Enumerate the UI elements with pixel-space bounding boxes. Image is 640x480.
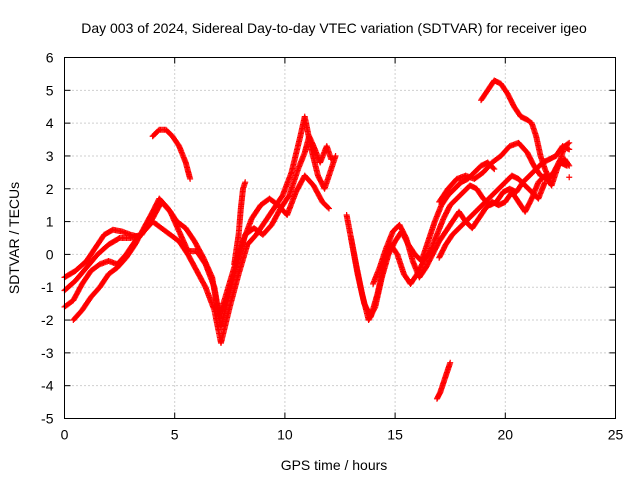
grid [64,57,616,419]
data-point [541,179,548,186]
x-tick-label: 20 [498,427,514,443]
data-point [491,166,498,173]
data-point [242,179,249,186]
series-track-d [70,172,332,324]
y-tick-label: -1 [41,279,54,295]
data-point [566,174,573,181]
x-tick-label: 10 [277,427,293,443]
series-track-k [436,172,548,261]
x-tick-label: 25 [608,427,624,443]
data-point [564,162,571,169]
series-track-j [436,139,573,205]
y-tick-label: 1 [46,214,54,230]
data-point [565,140,572,147]
data-marks [61,77,573,402]
y-tick-label: -2 [41,312,54,328]
plot-frame [64,57,616,419]
data-point [187,175,194,182]
series-track-g [343,159,498,324]
x-ticks: 0 5 10 15 20 25 [61,57,624,443]
y-tick-label: -3 [41,345,54,361]
chart-title: Day 003 of 2024, Sidereal Day-to-day VTE… [81,20,587,36]
y-tick-label: 0 [46,246,54,262]
data-point [566,146,573,153]
y-tick-label: 4 [46,115,54,131]
series-track-m [433,359,454,402]
data-point [325,204,332,211]
series-track-f [149,126,194,182]
x-axis-label: GPS time / hours [281,457,388,473]
y-tick-label: -5 [41,411,54,427]
data-point [566,139,573,146]
y-ticks: -5 -4 -3 -2 -1 0 1 2 3 4 5 6 [41,50,616,427]
series-track-l [478,77,571,182]
y-tick-label: -4 [41,378,54,394]
data-point [325,205,332,212]
series-track-n [566,174,573,181]
y-axis-label: SDTVAR / TECUs [6,182,22,294]
x-tick-label: 0 [61,427,69,443]
data-point [447,359,454,366]
y-tick-label: 5 [46,82,54,98]
y-tick-label: 2 [46,181,54,197]
series-track-a [61,226,141,281]
data-point [490,165,497,172]
x-tick-label: 5 [171,427,179,443]
y-tick-label: 3 [46,148,54,164]
x-tick-label: 15 [387,427,403,443]
data-point [332,152,339,159]
series-track-c [61,113,339,347]
y-tick-label: 6 [46,50,54,66]
series-track-e [231,179,249,268]
